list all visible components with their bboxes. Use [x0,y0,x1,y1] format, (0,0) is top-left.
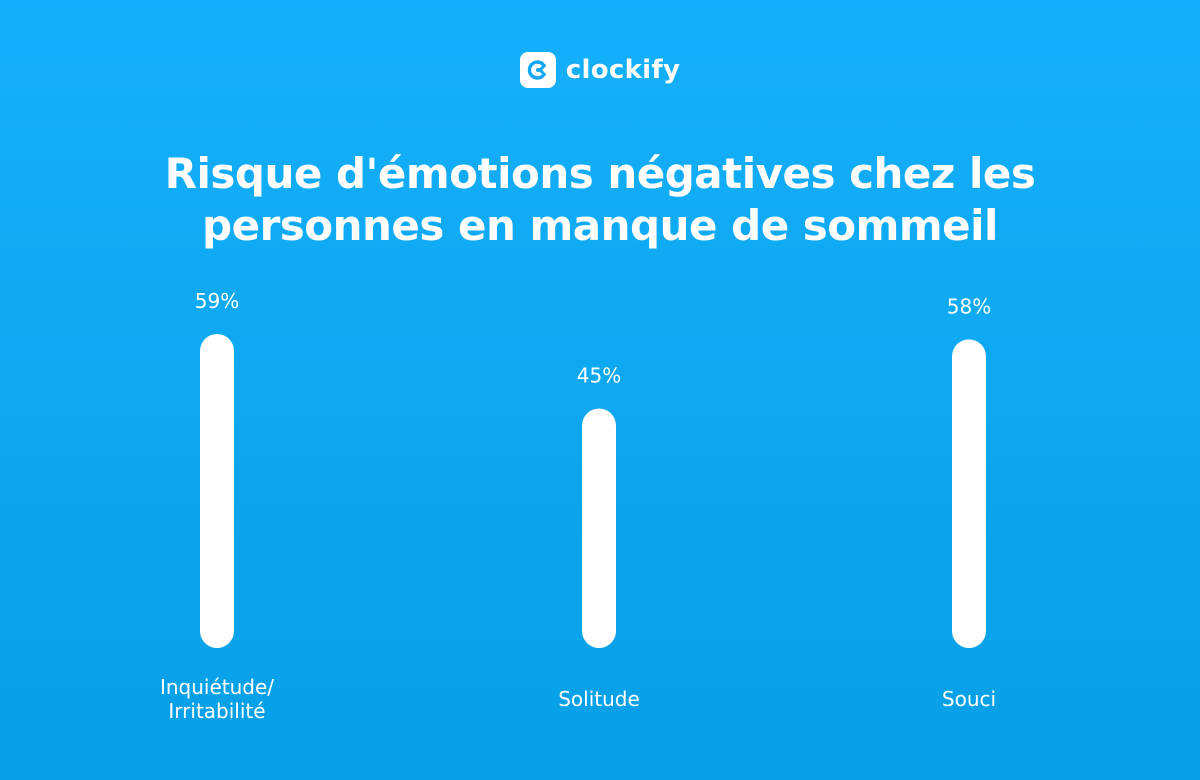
category-label-2-0: Souci [942,687,996,711]
brand-name: clockify [565,55,681,85]
category-label-0-1: Irritabilité [168,699,265,723]
bar-0 [200,334,234,648]
value-label-0: 59% [195,289,239,313]
clockify-logo-icon [519,52,556,88]
bars-group: 59% Inquiétude/Irritabilité 45% Solitude 58%… [160,289,996,723]
bar-2 [952,339,986,648]
chart-title: Risque d'émotions négatives chez les per… [164,149,1036,250]
bar-1 [582,408,616,648]
category-label-1-0: Solitude [558,687,640,711]
category-label-0-0: Inquiétude/ [160,675,274,699]
value-label-1: 45% [577,364,621,388]
value-label-2: 58% [947,294,991,318]
brand-header: clockify [0,52,1200,88]
